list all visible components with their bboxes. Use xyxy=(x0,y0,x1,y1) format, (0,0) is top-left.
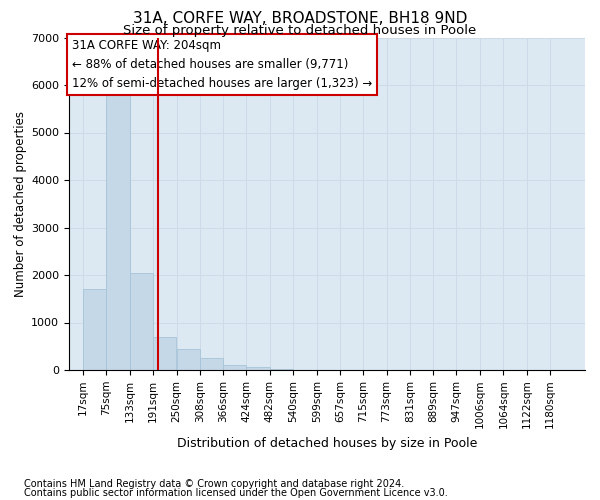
Bar xyxy=(270,368,293,370)
Bar xyxy=(153,337,176,370)
Bar xyxy=(247,367,270,370)
Bar xyxy=(223,365,247,370)
Text: 31A, CORFE WAY, BROADSTONE, BH18 9ND: 31A, CORFE WAY, BROADSTONE, BH18 9ND xyxy=(133,11,467,26)
Y-axis label: Number of detached properties: Number of detached properties xyxy=(14,111,27,296)
Text: Size of property relative to detached houses in Poole: Size of property relative to detached ho… xyxy=(124,24,476,37)
Text: 31A CORFE WAY: 204sqm
← 88% of detached houses are smaller (9,771)
12% of semi-d: 31A CORFE WAY: 204sqm ← 88% of detached … xyxy=(71,39,372,90)
Text: Contains public sector information licensed under the Open Government Licence v3: Contains public sector information licen… xyxy=(24,488,448,498)
Bar xyxy=(130,272,153,370)
Bar xyxy=(176,348,200,370)
Text: Contains HM Land Registry data © Crown copyright and database right 2024.: Contains HM Land Registry data © Crown c… xyxy=(24,479,404,489)
Bar xyxy=(200,358,223,370)
Bar xyxy=(83,289,106,370)
X-axis label: Distribution of detached houses by size in Poole: Distribution of detached houses by size … xyxy=(177,437,477,450)
Bar xyxy=(106,94,130,370)
